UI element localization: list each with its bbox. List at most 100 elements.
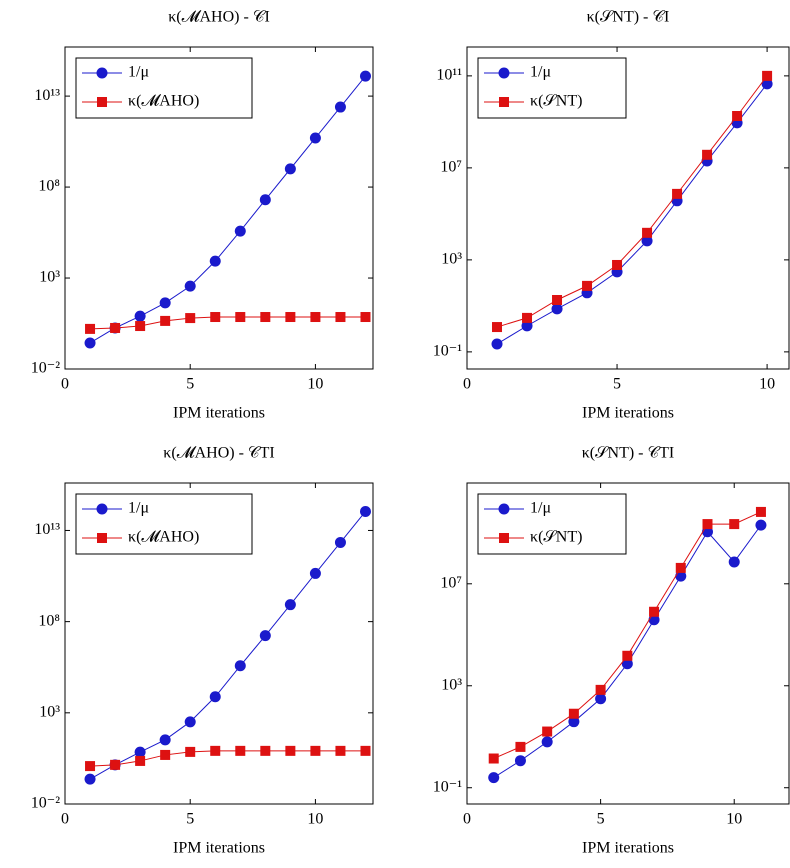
x-axis-label: IPM iterations (582, 405, 674, 422)
marker (755, 506, 766, 517)
marker (675, 562, 686, 573)
marker (595, 693, 607, 705)
marker (284, 163, 296, 175)
marker (622, 650, 633, 661)
y-tick-label: 10⁻¹ (433, 778, 462, 795)
marker (514, 755, 526, 767)
marker (97, 97, 107, 107)
marker (621, 658, 633, 670)
marker (729, 519, 740, 530)
marker (732, 111, 743, 121)
chart-title: κ(𝒮NT) - 𝒞TI (582, 445, 675, 462)
marker (552, 295, 563, 305)
marker (85, 761, 96, 772)
marker (761, 78, 773, 90)
x-tick-label: 10 (307, 376, 323, 393)
legend-label: κ(𝒮NT) (530, 529, 582, 546)
chart-title: κ(𝓜AHO) - 𝒞I (168, 9, 270, 26)
marker (260, 312, 271, 323)
x-tick-label: 5 (613, 376, 621, 393)
y-tick-label: 10⁻² (31, 360, 60, 377)
marker (755, 519, 767, 531)
marker (185, 313, 196, 324)
y-tick-label: 10¹¹ (436, 67, 462, 84)
marker (110, 322, 121, 333)
marker (488, 772, 500, 784)
x-tick-label: 10 (307, 811, 323, 828)
plot-frame (466, 46, 790, 370)
marker (234, 225, 246, 237)
marker (568, 708, 579, 719)
marker (210, 312, 221, 323)
marker (359, 70, 371, 82)
marker (702, 149, 713, 160)
chart-title: κ(𝓜AHO) - 𝒞TI (163, 445, 274, 462)
x-axis-label: IPM iterations (173, 405, 265, 422)
marker (728, 556, 740, 568)
y-tick-label: 10¹³ (34, 87, 60, 104)
legend-box (75, 57, 253, 119)
x-tick-label: 5 (186, 376, 194, 393)
y-tick-label: 10⁷ (440, 159, 462, 176)
y-tick-label: 10⁸ (38, 612, 60, 629)
marker (309, 567, 321, 579)
marker (310, 745, 321, 756)
y-tick-label: 10³ (39, 703, 60, 720)
y-tick-label: 10³ (39, 269, 60, 286)
marker (498, 67, 510, 79)
marker (309, 132, 321, 144)
marker (97, 533, 107, 543)
legend-label: κ(𝒮NT) (530, 93, 582, 110)
y-tick-label: 10⁻¹ (433, 343, 462, 360)
legend-label: 1/μ (128, 64, 149, 81)
x-tick-label: 0 (463, 376, 471, 393)
marker (522, 312, 533, 323)
marker (551, 303, 563, 315)
marker (542, 726, 553, 737)
legend-label: 1/μ (530, 500, 551, 517)
x-axis-label: IPM iterations (582, 840, 674, 857)
marker (762, 70, 773, 81)
plot-frame (466, 482, 790, 805)
x-tick-label: 10 (759, 376, 775, 393)
series-line (496, 75, 768, 328)
marker (541, 736, 553, 748)
marker (491, 338, 503, 350)
marker (135, 755, 146, 766)
marker (492, 322, 503, 333)
series-line (90, 316, 366, 330)
marker (184, 280, 196, 292)
marker (234, 660, 246, 672)
marker (488, 753, 499, 764)
marker (360, 745, 371, 756)
y-tick-label: 10³ (441, 676, 462, 693)
marker (672, 188, 683, 199)
legend-label: κ(𝓜AHO) (128, 93, 199, 110)
x-tick-label: 5 (597, 811, 605, 828)
marker (285, 312, 296, 323)
marker (641, 235, 653, 247)
marker (642, 227, 653, 238)
marker (185, 746, 196, 757)
marker (84, 337, 96, 349)
marker (335, 745, 346, 756)
chart-title: κ(𝒮NT) - 𝒞I (587, 9, 670, 26)
legend-box (75, 493, 253, 555)
marker (235, 312, 246, 323)
marker (96, 67, 108, 79)
marker (595, 684, 606, 695)
marker (334, 536, 346, 548)
marker (335, 312, 346, 323)
marker (110, 759, 121, 770)
y-tick-label: 10¹³ (34, 521, 60, 538)
marker (134, 310, 146, 322)
marker (310, 312, 321, 323)
x-axis-label: IPM iterations (173, 840, 265, 857)
marker (259, 194, 271, 206)
marker (210, 745, 221, 756)
marker (160, 315, 171, 326)
marker (159, 297, 171, 309)
marker (85, 323, 96, 334)
marker (209, 255, 221, 267)
